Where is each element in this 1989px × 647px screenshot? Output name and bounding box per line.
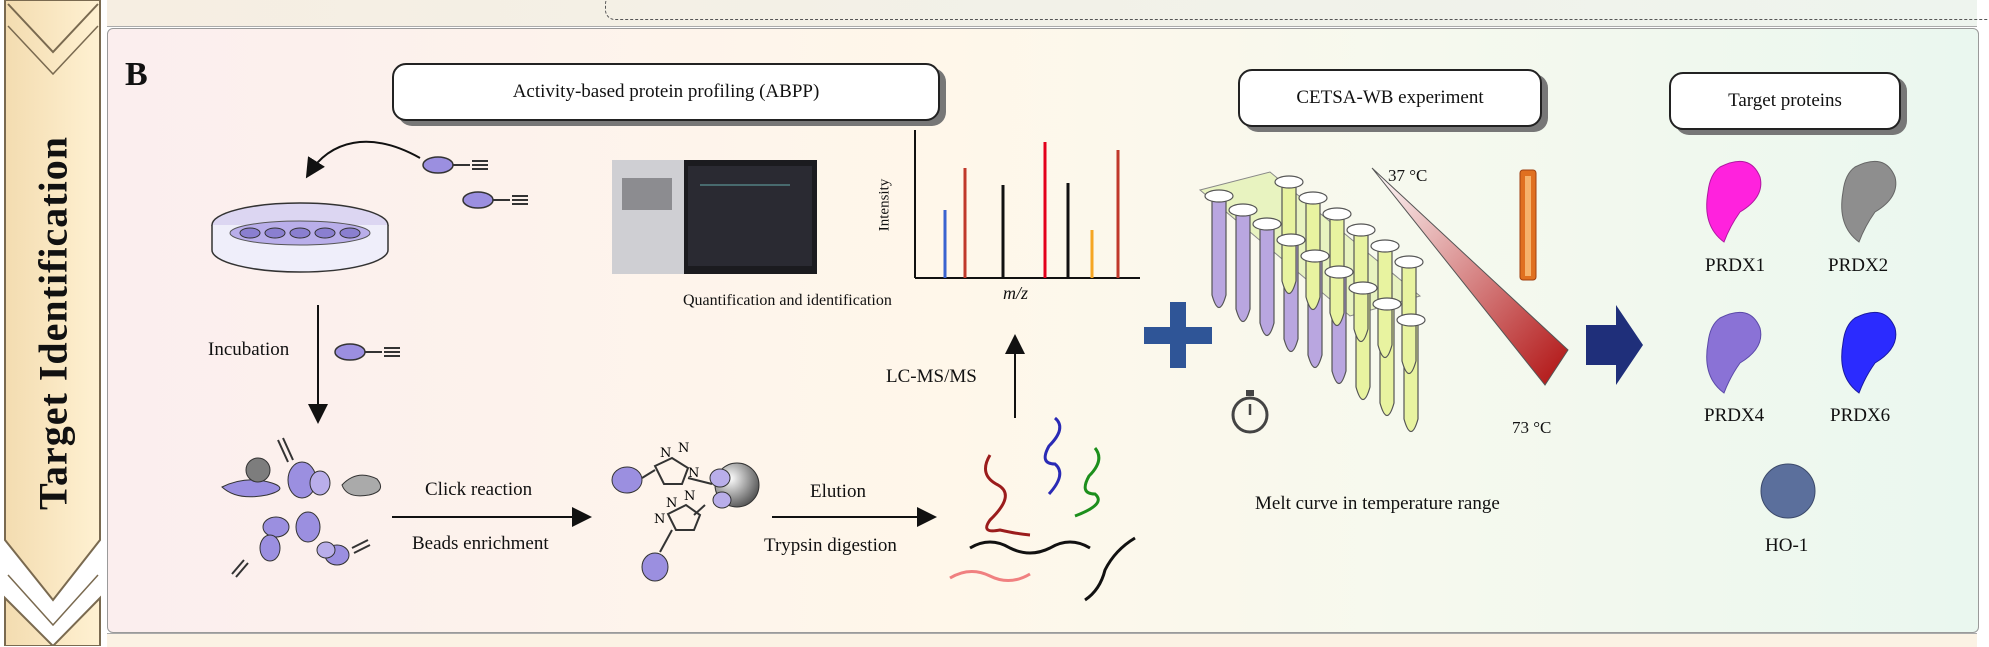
plus-icon	[1144, 302, 1212, 368]
cetsa-title-box: CETSA-WB experiment	[1238, 69, 1542, 127]
stopwatch-icon	[1231, 390, 1269, 434]
result-arrow	[1586, 305, 1643, 385]
curved-arrow	[305, 140, 421, 179]
svg-text:N: N	[666, 496, 677, 511]
thermometer-icon	[1519, 169, 1537, 281]
triazole-bead-icon: N N N N N N	[611, 441, 760, 582]
dashed-frame	[605, 0, 1989, 20]
beads-enrichment-label: Beads enrichment	[412, 533, 549, 554]
target-label-ho1: HO-1	[1765, 535, 1809, 556]
lcms-label: LC-MS/MS	[886, 366, 977, 387]
temperature-gradient-wedge	[1371, 167, 1569, 386]
temp-high-label: 73 °C	[1512, 418, 1552, 437]
panel-label: B	[125, 56, 148, 93]
intensity-label: Intensity	[876, 178, 893, 232]
elution-label: Elution	[810, 481, 866, 502]
target-label-prdx2: PRDX2	[1828, 255, 1889, 276]
trypsin-label: Trypsin digestion	[764, 535, 897, 556]
petri-dish-icon	[211, 202, 389, 273]
svg-text:N: N	[660, 446, 671, 461]
svg-text:N: N	[654, 512, 665, 527]
melt-curve-label: Melt curve in temperature range	[1255, 493, 1500, 514]
quant-label: Quantification and identification	[683, 292, 892, 309]
probe-icon	[422, 156, 528, 209]
abpp-title-box: Activity-based protein profiling (ABPP)	[392, 63, 940, 121]
incubation-label: Incubation	[208, 339, 290, 360]
svg-text:N: N	[678, 441, 689, 456]
previous-panel-strip	[107, 0, 1989, 27]
svg-text:N: N	[684, 489, 695, 504]
probe-icon-2	[334, 343, 400, 361]
next-panel-strip	[107, 633, 1977, 647]
peptides-icon	[949, 416, 1136, 602]
targets-title-box: Target proteins	[1669, 72, 1901, 130]
target-protein-shapes	[1706, 160, 1897, 519]
temp-low-label: 37 °C	[1388, 166, 1428, 185]
protein-mixture-icon	[221, 437, 382, 578]
mz-label: m/z	[1003, 283, 1029, 303]
panel-b	[107, 28, 1979, 633]
mass-spectrometer-icon	[612, 160, 817, 274]
side-ribbon	[4, 0, 101, 646]
spectrum-chart	[914, 130, 1140, 279]
target-label-prdx1: PRDX1	[1705, 255, 1766, 276]
click-reaction-label: Click reaction	[425, 479, 533, 500]
svg-text:N: N	[688, 466, 699, 481]
tube-rack-icon	[1198, 171, 1426, 433]
target-label-prdx6: PRDX6	[1830, 405, 1891, 426]
target-label-prdx4: PRDX4	[1704, 405, 1765, 426]
